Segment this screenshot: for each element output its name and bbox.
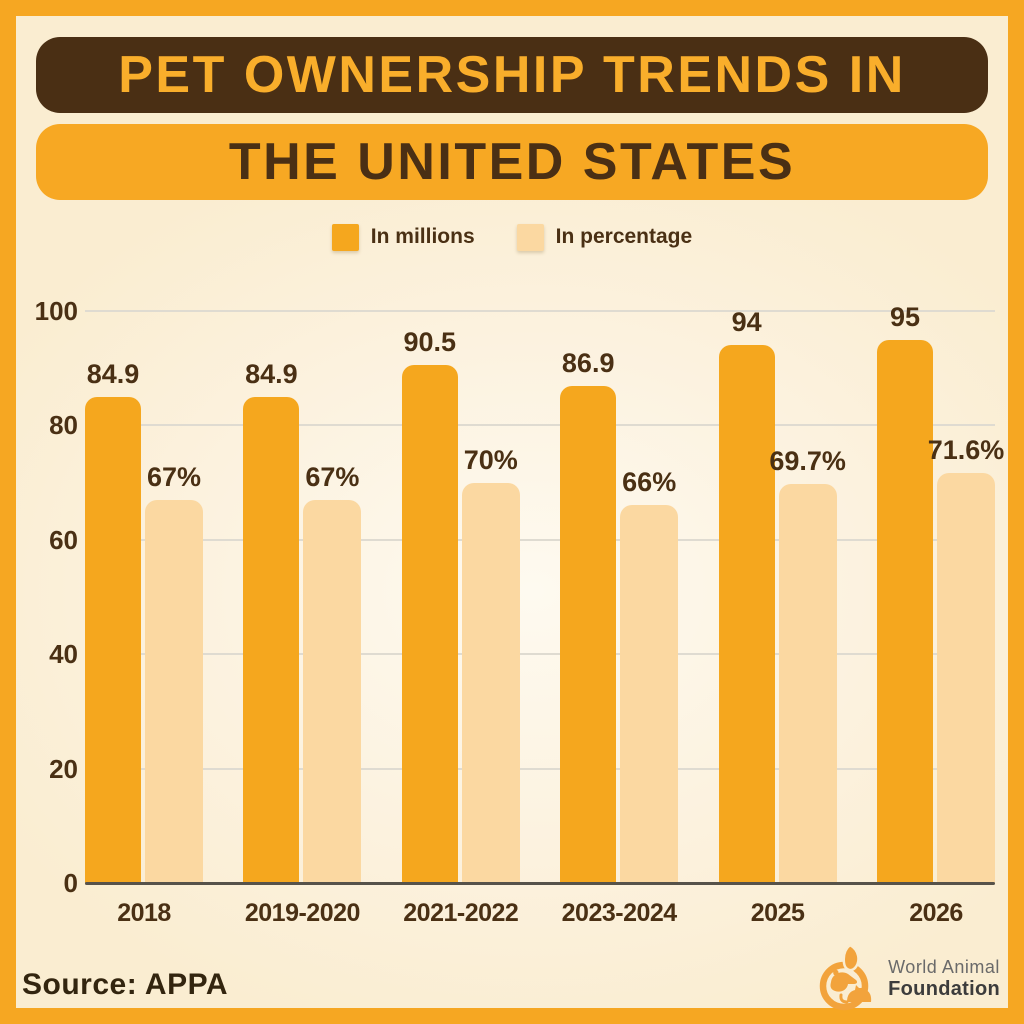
bar-chart: 0 20 40 60 80 100 84.9 67% 2018 84.9 67% 2019-2020 9… — [16, 16, 1008, 1008]
x-axis-label-2018: 2018 — [117, 899, 171, 927]
world-animal-foundation-logo: World Animal Foundation — [814, 944, 1000, 1014]
bar-value-millions-2025: 94 — [731, 307, 762, 338]
gridline-100 — [85, 310, 995, 312]
bar-millions-2019-2020 — [243, 397, 300, 883]
y-tick-label-100: 100 — [34, 296, 78, 326]
gridline-60 — [85, 538, 995, 541]
x-axis-label-2025: 2025 — [750, 899, 805, 927]
source-text: Source: APPA — [22, 968, 229, 1001]
title-banner-line2: THE UNITED STATES — [36, 124, 988, 200]
gridline-80 — [85, 424, 995, 427]
bar-value-percentage-2019-2020: 67% — [305, 461, 360, 492]
bar-millions-2018 — [85, 397, 141, 883]
y-tick-label-0: 0 — [63, 868, 78, 898]
page-title-line2: THE UNITED STATES — [228, 133, 796, 191]
bar-percentage-2019-2020 — [303, 499, 362, 883]
bar-millions-2021-2022 — [401, 365, 458, 883]
bar-percentage-2025 — [778, 484, 837, 883]
bar-value-millions-2021-2022: 90.5 — [403, 327, 457, 358]
x-axis-label-2023-2024: 2023-2024 — [561, 899, 678, 927]
bar-value-percentage-2026: 71.6% — [927, 435, 1005, 466]
y-tick-label-80: 80 — [49, 410, 78, 441]
bar-millions-2023-2024 — [560, 385, 617, 883]
bar-millions-2026 — [877, 339, 933, 883]
infographic-panel: PET OWNERSHIP TRENDS IN THE UNITED STATE… — [16, 16, 1008, 1011]
y-tick-label-60: 60 — [49, 524, 78, 555]
x-axis-label-2021-2022: 2021-2022 — [403, 899, 519, 927]
y-tick-label-40: 40 — [49, 639, 78, 670]
bar-percentage-2026 — [937, 473, 995, 883]
gridline-40 — [85, 653, 995, 656]
bar-millions-2025 — [718, 345, 775, 883]
bar-value-millions-2019-2020: 84.9 — [245, 359, 298, 390]
legend-label-millions: In millions — [370, 225, 475, 248]
chart-legend: In millions In percentage — [16, 222, 1008, 252]
bar-percentage-2018 — [145, 499, 203, 883]
x-axis-line — [85, 881, 995, 885]
bar-percentage-2021-2022 — [461, 482, 520, 883]
bar-value-percentage-2025: 69.7% — [769, 446, 846, 477]
bar-value-percentage-2018: 67% — [146, 461, 202, 492]
waf-logo-text: World Animal Foundation — [888, 957, 1000, 1001]
waf-logo-line1: World Animal — [888, 957, 1000, 978]
bar-percentage-2023-2024 — [620, 505, 679, 883]
page-title-line1: PET OWNERSHIP TRENDS IN — [118, 46, 906, 104]
waf-logo-mark-icon — [819, 944, 872, 1011]
legend-swatch-percentage-icon — [516, 223, 544, 251]
legend-label-percentage: In percentage — [555, 225, 693, 248]
x-axis-label-2019-2020: 2019-2020 — [244, 899, 361, 927]
legend-item-percentage: In percentage — [516, 223, 693, 251]
bar-value-millions-2026: 95 — [889, 301, 921, 332]
y-tick-label-20: 20 — [49, 753, 78, 784]
x-axis-label-2026: 2026 — [909, 899, 963, 927]
bar-value-millions-2018: 84.9 — [86, 359, 140, 390]
legend-swatch-millions-icon — [331, 223, 359, 251]
waf-logo-line2: Foundation — [888, 977, 1000, 1000]
title-banner-line1: PET OWNERSHIP TRENDS IN — [36, 37, 988, 113]
bar-value-millions-2023-2024: 86.9 — [561, 347, 615, 378]
legend-item-millions: In millions — [331, 223, 475, 251]
bar-value-percentage-2023-2024: 66% — [622, 467, 677, 498]
bar-value-percentage-2021-2022: 70% — [463, 444, 518, 475]
gridline-20 — [85, 767, 995, 770]
